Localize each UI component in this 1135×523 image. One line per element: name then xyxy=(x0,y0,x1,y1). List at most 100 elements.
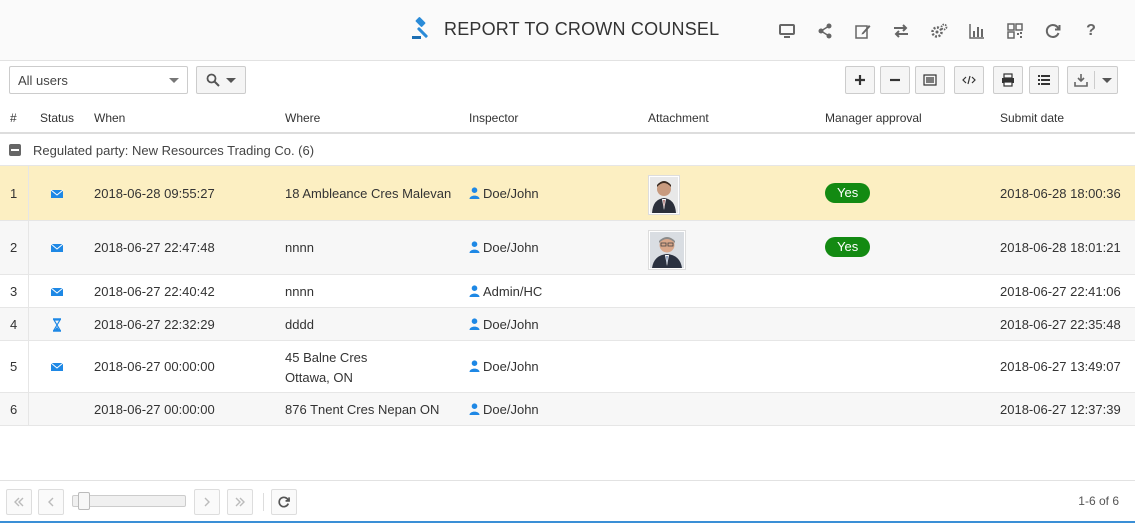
monitor-icon[interactable] xyxy=(768,20,806,42)
next-page-button[interactable] xyxy=(194,489,220,515)
column-submit-date[interactable]: Submit date xyxy=(1000,111,1065,125)
print-button[interactable] xyxy=(993,66,1023,94)
code-button[interactable] xyxy=(954,66,984,94)
transfer-icon[interactable] xyxy=(882,20,920,42)
row-inspector[interactable]: Doe/John xyxy=(469,186,539,201)
search-button[interactable] xyxy=(196,66,246,94)
row-submit-date: 2018-06-28 18:00:36 xyxy=(1000,186,1121,201)
gavel-icon xyxy=(412,17,428,39)
double-chevron-right-icon xyxy=(235,497,245,507)
last-page-button[interactable] xyxy=(227,489,253,515)
portrait-image xyxy=(650,232,684,268)
column-attachment[interactable]: Attachment xyxy=(648,111,709,125)
column-when[interactable]: When xyxy=(94,111,126,125)
columns-button[interactable] xyxy=(915,66,945,94)
inspector-name: Doe/John xyxy=(483,402,539,417)
row-when: 2018-06-28 09:55:27 xyxy=(94,186,215,201)
share-icon[interactable] xyxy=(806,20,844,42)
page-slider[interactable] xyxy=(72,492,186,510)
print-icon xyxy=(1002,73,1014,87)
row-when: 2018-06-27 00:00:00 xyxy=(94,359,215,374)
column-inspector[interactable]: Inspector xyxy=(469,111,519,125)
table-row[interactable]: 1 2018-06-28 09:55:27 18 Ambleance Cres … xyxy=(0,166,1135,221)
row-index: 6 xyxy=(10,402,18,417)
pager-divider xyxy=(263,493,264,511)
user-icon xyxy=(469,403,480,415)
inspector-name: Doe/John xyxy=(483,359,539,374)
inspector-name: Doe/John xyxy=(483,240,539,255)
remove-row-button[interactable] xyxy=(880,66,910,94)
slider-handle[interactable] xyxy=(78,492,90,510)
collapse-icon[interactable] xyxy=(9,144,21,156)
row-submit-date: 2018-06-27 12:37:39 xyxy=(1000,402,1121,417)
page-title: REPORT TO CROWN COUNSEL xyxy=(444,18,720,39)
attachment-thumbnail[interactable] xyxy=(648,175,680,215)
list-icon xyxy=(1038,75,1050,85)
row-when: 2018-06-27 00:00:00 xyxy=(94,402,215,417)
double-chevron-left-icon xyxy=(14,497,24,507)
chart-icon[interactable] xyxy=(958,20,996,42)
remove-icon xyxy=(890,78,900,82)
add-icon xyxy=(855,75,865,85)
row-index: 2 xyxy=(10,240,18,255)
row-index: 3 xyxy=(10,284,18,299)
envelope-icon xyxy=(50,189,64,198)
edit-icon[interactable] xyxy=(844,20,882,42)
add-row-button[interactable] xyxy=(845,66,875,94)
row-where: nnnn xyxy=(285,284,314,299)
envelope-icon xyxy=(50,287,64,296)
approval-badge: Yes xyxy=(825,237,871,257)
row-inspector[interactable]: Doe/John xyxy=(469,402,539,417)
row-submit-date: 2018-06-28 18:01:21 xyxy=(1000,240,1121,255)
row-when: 2018-06-27 22:47:48 xyxy=(94,240,215,255)
row-inspector[interactable]: Admin/HC xyxy=(469,284,542,299)
group-row[interactable]: Regulated party: New Resources Trading C… xyxy=(0,135,1135,166)
approval-badge: Yes xyxy=(825,183,871,203)
row-index: 5 xyxy=(10,359,18,374)
chevron-left-icon xyxy=(48,497,54,507)
table-row[interactable]: 3 2018-06-27 22:40:42 nnnn Admin/HC 2018… xyxy=(0,275,1135,308)
row-where-line2: Ottawa, ON xyxy=(285,370,353,385)
table-row[interactable]: 2 2018-06-27 22:47:48 nnnn Doe/John Yes … xyxy=(0,221,1135,275)
settings-icon[interactable] xyxy=(920,20,958,42)
inspector-name: Admin/HC xyxy=(483,284,543,299)
help-icon[interactable]: ? xyxy=(1086,22,1096,39)
list-view-button[interactable] xyxy=(1029,66,1059,94)
row-inspector[interactable]: Doe/John xyxy=(469,317,539,332)
attachment-thumbnail[interactable] xyxy=(648,230,686,270)
qr-code-icon[interactable] xyxy=(996,20,1034,42)
inspector-name: Doe/John xyxy=(483,317,539,332)
table-row[interactable]: 4 2018-06-27 22:32:29 dddd Doe/John 2018… xyxy=(0,308,1135,341)
first-page-button[interactable] xyxy=(6,489,32,515)
row-where: 18 Ambleance Cres Malevan xyxy=(285,186,452,201)
app-header: REPORT TO CROWN COUNSEL ? xyxy=(0,0,1135,61)
row-when: 2018-06-27 22:40:42 xyxy=(94,284,215,299)
column-status[interactable]: Status xyxy=(40,111,75,125)
download-button[interactable] xyxy=(1067,66,1118,94)
user-filter-select[interactable]: All users xyxy=(9,66,188,94)
split-divider xyxy=(1094,71,1095,89)
table-header: # Status When Where Inspector Attachment… xyxy=(0,100,1135,134)
reload-button[interactable] xyxy=(271,489,297,515)
refresh-icon[interactable] xyxy=(1034,20,1072,42)
column-manager-approval[interactable]: Manager approval xyxy=(825,111,922,125)
column-where[interactable]: Where xyxy=(285,111,321,125)
prev-page-button[interactable] xyxy=(38,489,64,515)
hourglass-icon xyxy=(52,318,62,332)
row-inspector[interactable]: Doe/John xyxy=(469,240,539,255)
row-when: 2018-06-27 22:32:29 xyxy=(94,317,215,332)
user-icon xyxy=(469,187,480,199)
row-where: 876 Tnent Cres Nepan ON xyxy=(285,402,440,417)
table-row[interactable]: 5 2018-06-27 00:00:00 45 Balne Cres Otta… xyxy=(0,341,1135,393)
row-submit-date: 2018-06-27 13:49:07 xyxy=(1000,359,1121,374)
row-inspector[interactable]: Doe/John xyxy=(469,359,539,374)
row-index: 1 xyxy=(10,186,18,201)
search-icon xyxy=(206,73,220,87)
table-row[interactable]: 6 2018-06-27 00:00:00 876 Tnent Cres Nep… xyxy=(0,393,1135,426)
code-icon xyxy=(962,75,976,85)
column-index[interactable]: # xyxy=(10,111,17,125)
envelope-icon xyxy=(50,243,64,252)
row-submit-date: 2018-06-27 22:41:06 xyxy=(1000,284,1121,299)
row-where: nnnn xyxy=(285,240,314,255)
envelope-icon xyxy=(50,362,64,371)
